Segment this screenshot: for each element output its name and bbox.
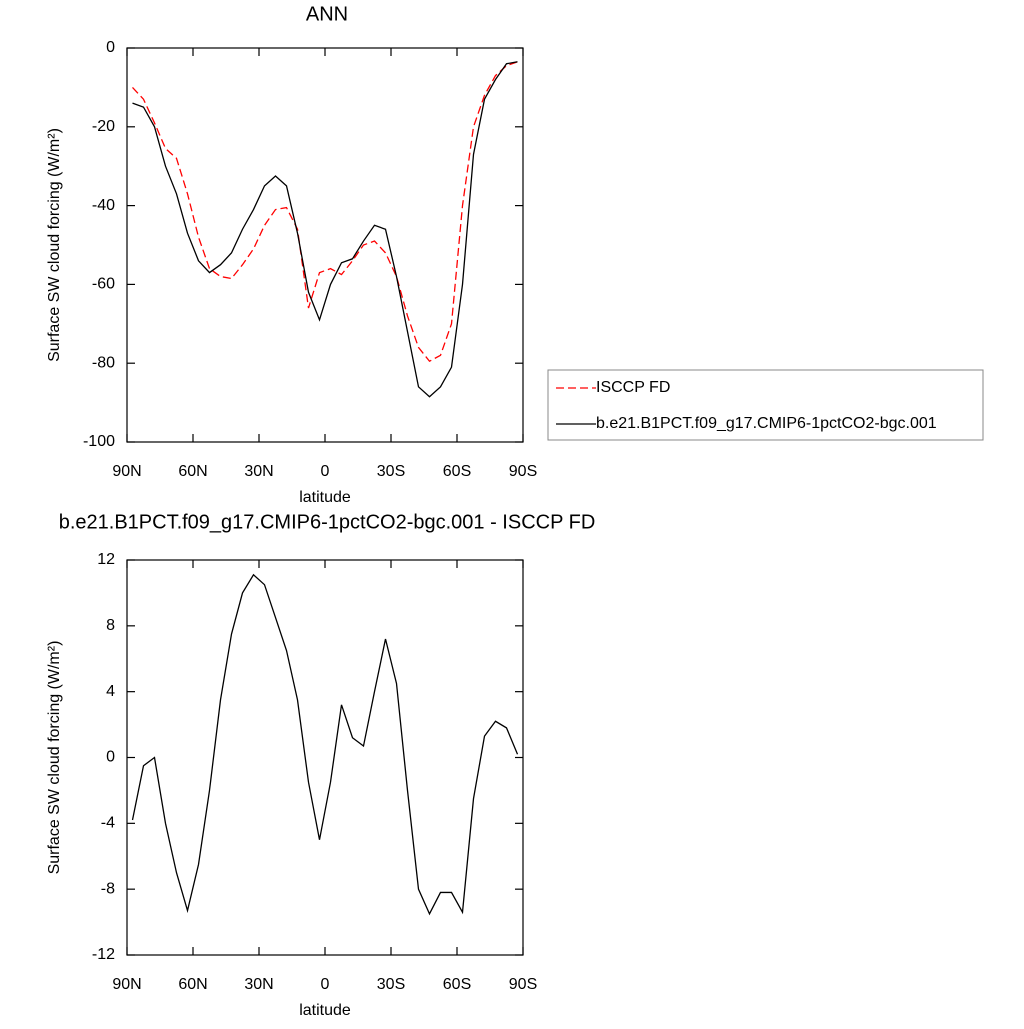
series-line bbox=[132, 61, 518, 398]
x-tick-label: 30S bbox=[377, 463, 405, 480]
y-tick-label: 0 bbox=[106, 39, 115, 56]
x-tick-label: 90N bbox=[112, 976, 141, 993]
y-tick-label: -12 bbox=[92, 946, 115, 963]
x-tick-label: 30N bbox=[244, 976, 273, 993]
x-tick-label: 60S bbox=[443, 976, 471, 993]
x-tick-label: 0 bbox=[321, 976, 330, 993]
y-tick-label: -100 bbox=[83, 433, 115, 450]
x-tick-label: 60N bbox=[178, 463, 207, 480]
chart-title: b.e21.B1PCT.f09_g17.CMIP6-1pctCO2-bgc.00… bbox=[59, 511, 596, 533]
legend-label: b.e21.B1PCT.f09_g17.CMIP6-1pctCO2-bgc.00… bbox=[596, 415, 937, 432]
x-tick-label: 30N bbox=[244, 463, 273, 480]
series-line bbox=[132, 61, 518, 363]
x-axis-label: latitude bbox=[299, 489, 351, 506]
x-tick-label: 0 bbox=[321, 463, 330, 480]
y-tick-label: -60 bbox=[92, 276, 115, 293]
series-line bbox=[131, 573, 519, 916]
y-tick-label: -8 bbox=[101, 880, 115, 897]
x-tick-label: 60S bbox=[443, 463, 471, 480]
x-tick-label: 90S bbox=[509, 463, 537, 480]
y-tick-label: -40 bbox=[92, 197, 115, 214]
legend-box bbox=[547, 369, 984, 441]
y-axis-label: Surface SW cloud forcing (W/m²) bbox=[46, 128, 63, 362]
y-tick-label: -80 bbox=[92, 354, 115, 371]
y-tick-label: -20 bbox=[92, 118, 115, 135]
chart-title: ANN bbox=[306, 3, 348, 25]
y-axis-label: Surface SW cloud forcing (W/m²) bbox=[46, 641, 63, 875]
y-tick-label: 0 bbox=[106, 749, 115, 766]
y-tick-label: 12 bbox=[97, 551, 115, 568]
x-tick-label: 30S bbox=[377, 976, 405, 993]
x-tick-label: 60N bbox=[178, 976, 207, 993]
plot-frame bbox=[126, 47, 524, 443]
x-tick-label: 90N bbox=[112, 463, 141, 480]
legend-label: ISCCP FD bbox=[596, 379, 670, 396]
x-axis-label: latitude bbox=[299, 1002, 351, 1019]
y-tick-label: 8 bbox=[106, 617, 115, 634]
y-tick-label: -4 bbox=[101, 815, 115, 832]
y-tick-label: 4 bbox=[106, 683, 115, 700]
x-tick-label: 90S bbox=[509, 976, 537, 993]
